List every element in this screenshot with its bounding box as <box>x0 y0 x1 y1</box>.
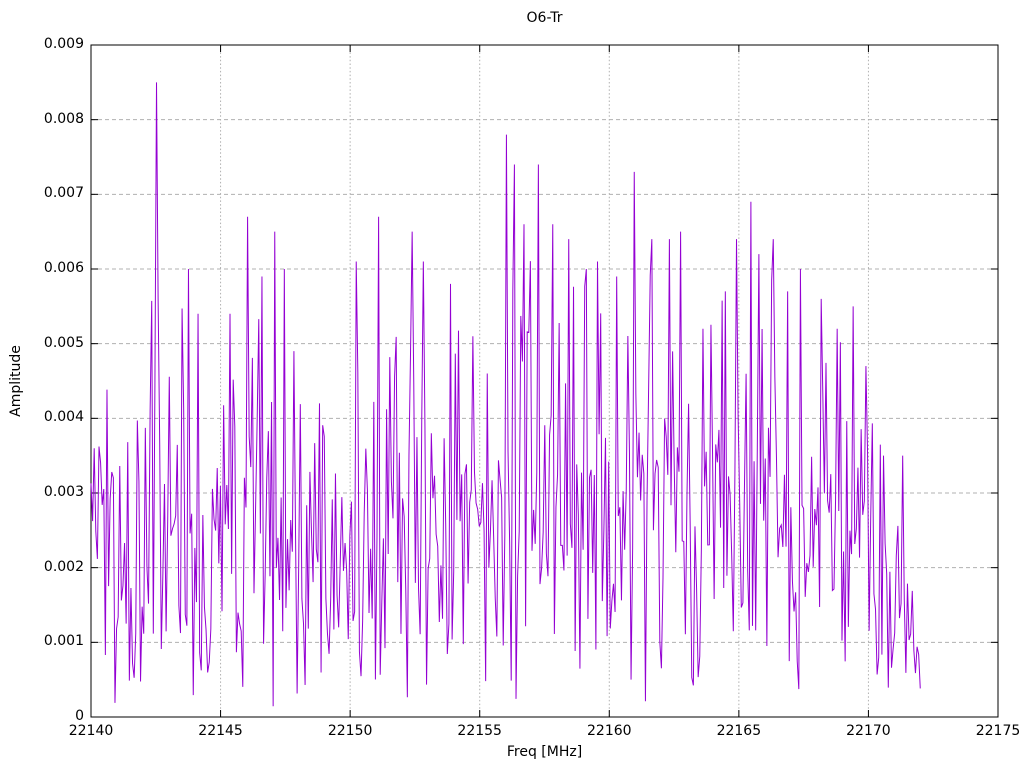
x-tick-label: 22175 <box>975 723 1021 739</box>
x-tick-label: 22140 <box>68 723 114 739</box>
x-tick-label: 22150 <box>327 723 373 739</box>
y-tick-label: 0.005 <box>43 334 84 351</box>
x-axis-label: Freq [MHz] <box>506 744 583 760</box>
y-tick-label: 0.003 <box>43 484 84 500</box>
x-tick-label: 22145 <box>198 723 243 739</box>
y-tick-label: 0 <box>75 708 84 724</box>
y-tick-label: 0.004 <box>43 409 84 426</box>
spectrum-trace <box>90 82 921 707</box>
x-tick-label: 22170 <box>846 723 891 739</box>
y-tick-label: 0.008 <box>43 110 84 127</box>
y-tick-label: 0.009 <box>43 36 84 52</box>
x-tick-label: 22155 <box>457 723 502 739</box>
plot-border <box>90 44 999 718</box>
chart-title: O6-Tr <box>526 10 563 26</box>
y-tick-label: 0.001 <box>43 633 84 650</box>
y-tick-label: 0.007 <box>43 185 84 202</box>
x-tick-label: 22160 <box>587 723 632 739</box>
y-tick-label: 0.006 <box>43 260 84 276</box>
y-tick-label: 0.002 <box>43 558 84 575</box>
x-tick-label: 22165 <box>716 723 762 739</box>
